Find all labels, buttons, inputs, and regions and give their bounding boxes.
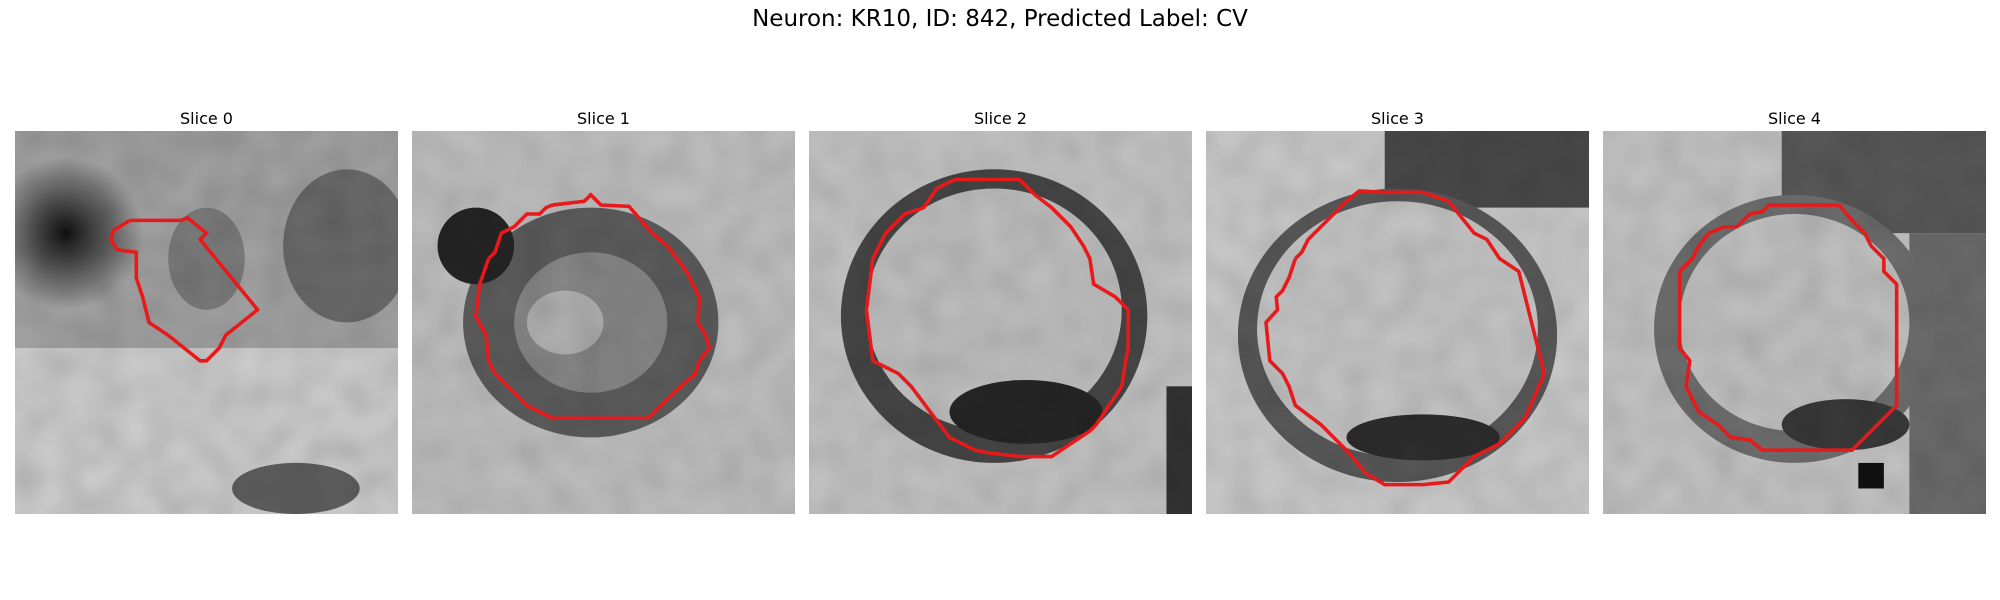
neuron-contour [108, 215, 261, 363]
slice-panel-3: Slice 3 [1206, 107, 1589, 514]
slice-panel-2: Slice 2 [809, 107, 1192, 514]
neuron-contour [1677, 203, 1899, 452]
slice-image [809, 131, 1192, 514]
figure-title: Neuron: KR10, ID: 842, Predicted Label: … [752, 6, 1248, 32]
slice-image [1603, 131, 1986, 514]
slice-panel-4: Slice 4 [1603, 107, 1986, 514]
slice-title: Slice 4 [1768, 109, 1821, 128]
slice-image [15, 131, 398, 514]
slice-image [1206, 131, 1589, 514]
slice-panel-0: Slice 0 [15, 107, 398, 514]
slice-title: Slice 3 [1371, 109, 1424, 128]
neuron-contour [1264, 189, 1547, 487]
slice-title: Slice 0 [180, 109, 233, 128]
slice-panel-1: Slice 1 [412, 107, 795, 514]
slice-image [412, 131, 795, 514]
slice-title: Slice 2 [974, 109, 1027, 128]
slice-title: Slice 1 [577, 109, 630, 128]
neuron-contour [473, 192, 712, 421]
neuron-contour [864, 177, 1130, 459]
